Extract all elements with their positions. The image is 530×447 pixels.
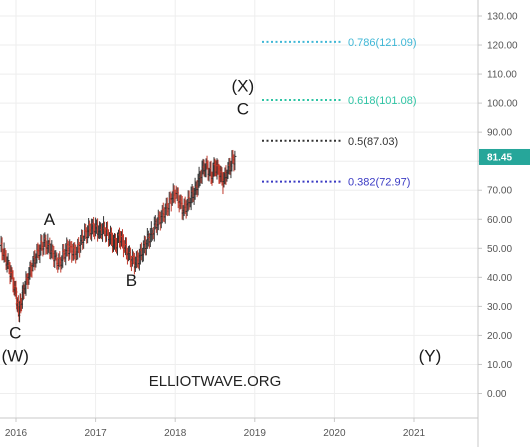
y-tick-label: 130.00 [487, 12, 518, 23]
x-tick-label: 2018 [164, 428, 187, 439]
wave-label: C [9, 323, 21, 342]
y-tick-label: 70.00 [487, 186, 512, 197]
x-tick-label: 2019 [244, 428, 267, 439]
wave-labels: C (W) A B (X) C (Y) [2, 77, 442, 366]
y-tick-label: 90.00 [487, 128, 512, 139]
y-tick-label: 40.00 [487, 273, 512, 284]
fib-level-label: 0.5(87.03) [348, 136, 398, 148]
y-tick-label: 0.00 [487, 389, 507, 400]
x-tick-label: 2017 [84, 428, 107, 439]
grid [0, 0, 478, 418]
wave-label: C [237, 100, 249, 119]
y-tick-label: 20.00 [487, 331, 512, 342]
fib-level-label: 0.382(72.97) [348, 177, 410, 189]
last-price-tag [479, 148, 530, 165]
wave-label: (W) [2, 347, 29, 366]
watermark: ELLIOTWAVE.ORG [149, 373, 282, 390]
fibonacci-levels: 0.786(121.09) 0.618(101.08) 0.5(87.03) 0.38… [262, 37, 417, 189]
y-tick-label: 120.00 [487, 41, 518, 52]
y-tick-label: 10.00 [487, 360, 512, 371]
wave-label: (X) [232, 77, 255, 96]
wave-label: (Y) [419, 347, 442, 366]
y-tick-label: 110.00 [487, 70, 517, 81]
y-tick-label: 100.00 [487, 99, 518, 110]
wave-label: B [126, 271, 137, 290]
y-tick-label: 60.00 [487, 215, 512, 226]
y-tick-label: 30.00 [487, 302, 512, 313]
x-tick-label: 2016 [5, 428, 28, 439]
x-tick-label: 2020 [323, 428, 346, 439]
fib-level-label: 0.786(121.09) [348, 37, 417, 49]
last-price-label: 81.45 [487, 152, 512, 163]
price-bars [0, 149, 237, 323]
x-tick-label: 2021 [403, 428, 426, 439]
wave-label: A [44, 210, 56, 229]
y-tick-label: 50.00 [487, 244, 512, 255]
fib-level-label: 0.618(101.08) [348, 95, 417, 107]
